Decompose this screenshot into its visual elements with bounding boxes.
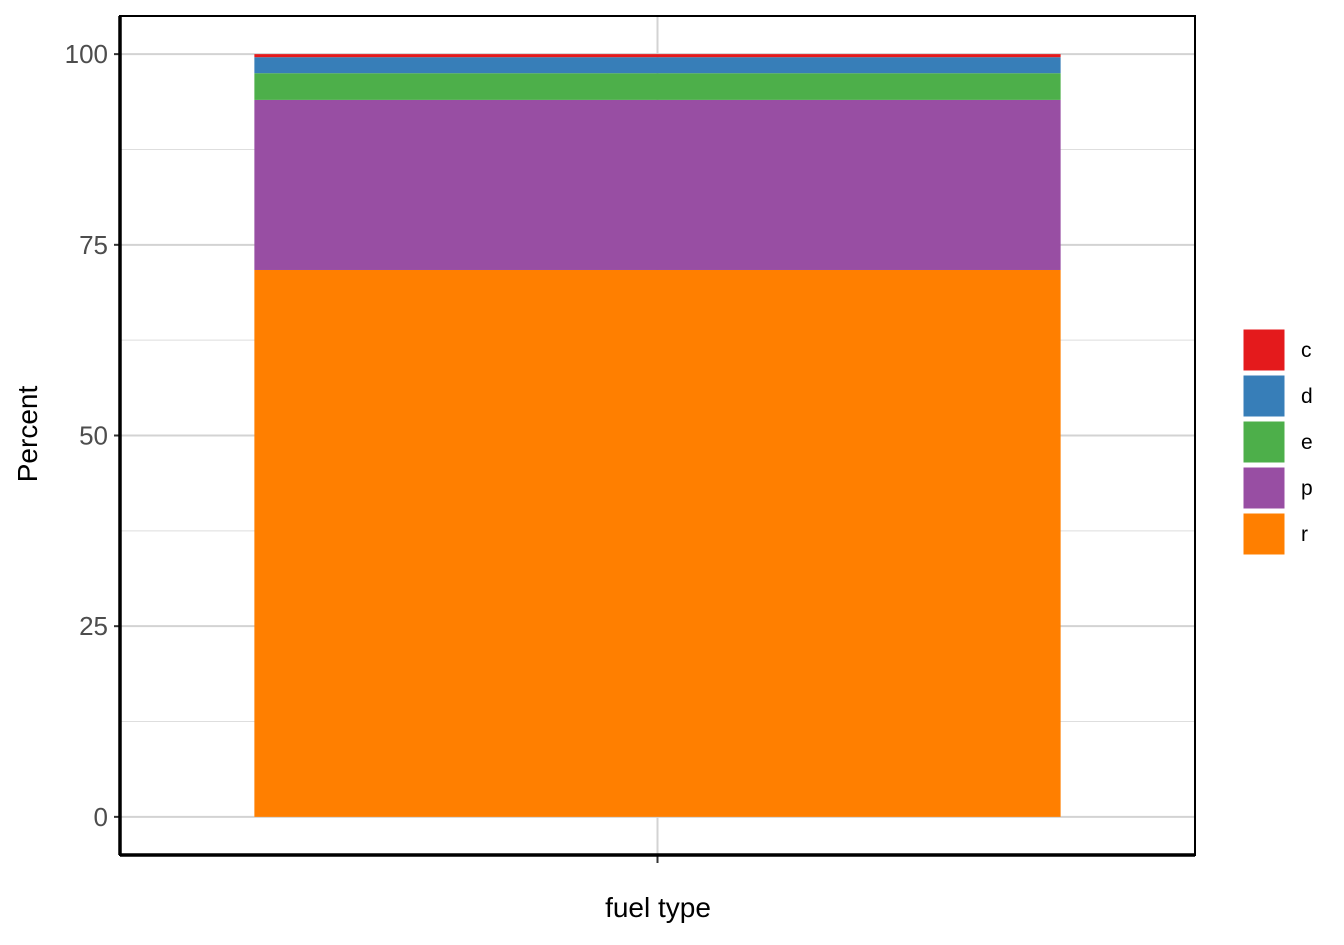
axes: 0 25 50 75 100 [65,15,1196,863]
x-axis-title: fuel type [605,892,711,923]
y-tick-label: 25 [79,611,108,641]
legend-key-d [1242,374,1286,418]
bar-segment-p [254,99,1061,270]
legend-key-c [1242,328,1286,372]
legend-key-r [1242,512,1286,556]
legend-key-e [1242,420,1286,464]
y-tick-label: 50 [79,421,108,451]
y-axis-title: Percent [12,386,43,483]
bars [254,54,1061,817]
legend-label-p: p [1301,477,1313,500]
legend-key-p [1242,466,1286,510]
legend-label-c: c [1301,339,1312,362]
bar-segment-r [254,269,1061,817]
bar-segment-d [254,57,1061,74]
y-tick-label: 75 [79,230,108,260]
y-tick-label: 0 [94,802,108,832]
bar-segment-c [254,54,1061,58]
bar-segment-e [254,73,1061,100]
legend-label-d: d [1301,385,1313,408]
legend-label-e: e [1301,431,1313,454]
legend-label-r: r [1301,523,1308,546]
y-tick-label: 100 [65,39,108,69]
